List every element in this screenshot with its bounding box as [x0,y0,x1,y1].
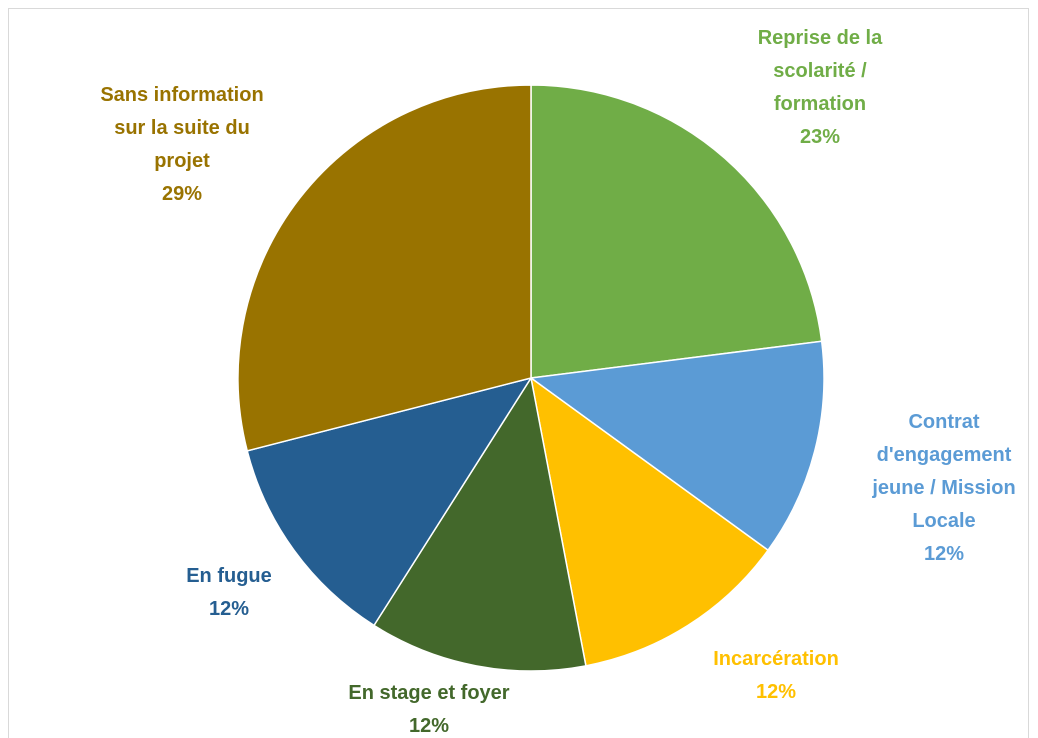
category-label: En stage et foyer [348,682,510,704]
pie-slice [246,376,533,627]
pie-slice [372,375,587,672]
data-label: En stage et foyer 12% [319,677,539,738]
value-label: 29% [161,183,203,205]
value-label: 12% [408,715,450,737]
pie-slice [530,84,823,379]
data-label: Contrat d'engagement jeune / Mission Loc… [862,406,1027,571]
category-label: Sans information sur la suite du projet [100,84,264,172]
pie-slice [529,340,825,552]
pie-slice [237,84,532,452]
value-label: 23% [799,126,841,148]
chart-border [8,8,1029,738]
pie-slice [529,376,770,667]
value-label: 12% [755,681,797,703]
data-label: Incarcération 12% [676,643,876,709]
category-label: En fugue [186,565,272,587]
data-label: Reprise de la scolarité / formation 23% [735,22,905,154]
value-label: 12% [208,598,250,620]
category-label: Contrat d'engagement jeune / Mission Loc… [872,411,1016,532]
data-label: En fugue 12% [149,560,309,626]
data-label: Sans information sur la suite du projet 2… [87,79,277,211]
category-label: Incarcération [713,648,839,670]
category-label: Reprise de la scolarité / formation [757,27,883,115]
value-label: 12% [923,543,965,565]
